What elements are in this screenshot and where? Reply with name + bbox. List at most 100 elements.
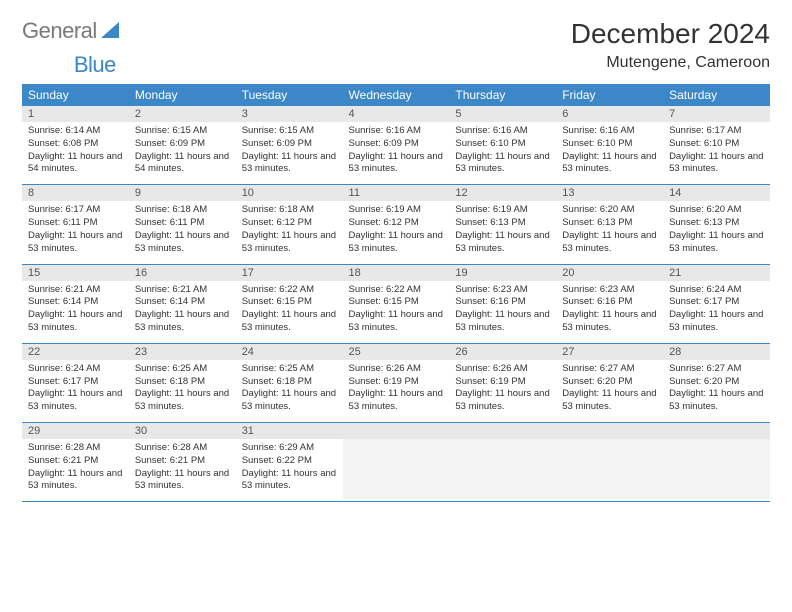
day-number: 13 [556,185,663,201]
day-number: 4 [343,106,450,122]
day-number: 18 [343,265,450,281]
day-body: Sunrise: 6:26 AMSunset: 6:19 PMDaylight:… [343,360,450,422]
day-number: 8 [22,185,129,201]
weekday-header: Thursday [449,84,556,106]
day-number-empty [663,423,770,439]
brand-part2: Blue [74,52,116,77]
calendar-cell: 27Sunrise: 6:27 AMSunset: 6:20 PMDayligh… [556,343,663,422]
calendar-cell: 25Sunrise: 6:26 AMSunset: 6:19 PMDayligh… [343,343,450,422]
weekday-header: Wednesday [343,84,450,106]
calendar-cell: 12Sunrise: 6:19 AMSunset: 6:13 PMDayligh… [449,185,556,264]
day-body: Sunrise: 6:27 AMSunset: 6:20 PMDaylight:… [556,360,663,422]
calendar-cell: 4Sunrise: 6:16 AMSunset: 6:09 PMDaylight… [343,106,450,185]
day-number: 20 [556,265,663,281]
weekday-header: Monday [129,84,236,106]
calendar-cell: 26Sunrise: 6:26 AMSunset: 6:19 PMDayligh… [449,343,556,422]
day-body: Sunrise: 6:24 AMSunset: 6:17 PMDaylight:… [663,281,770,343]
day-body: Sunrise: 6:29 AMSunset: 6:22 PMDaylight:… [236,439,343,501]
day-number: 6 [556,106,663,122]
day-number: 23 [129,344,236,360]
weekday-header: Sunday [22,84,129,106]
day-body: Sunrise: 6:22 AMSunset: 6:15 PMDaylight:… [236,281,343,343]
calendar-header-row: Sunday Monday Tuesday Wednesday Thursday… [22,84,770,106]
day-body: Sunrise: 6:23 AMSunset: 6:16 PMDaylight:… [449,281,556,343]
calendar-cell: 2Sunrise: 6:15 AMSunset: 6:09 PMDaylight… [129,106,236,185]
calendar-cell: 30Sunrise: 6:28 AMSunset: 6:21 PMDayligh… [129,423,236,502]
month-title: December 2024 [571,18,770,50]
day-number: 19 [449,265,556,281]
day-number: 14 [663,185,770,201]
calendar-cell: 23Sunrise: 6:25 AMSunset: 6:18 PMDayligh… [129,343,236,422]
day-number: 24 [236,344,343,360]
calendar-row: 29Sunrise: 6:28 AMSunset: 6:21 PMDayligh… [22,423,770,502]
calendar-cell: 3Sunrise: 6:15 AMSunset: 6:09 PMDaylight… [236,106,343,185]
day-body: Sunrise: 6:15 AMSunset: 6:09 PMDaylight:… [129,122,236,184]
brand-part1: General [22,18,97,44]
weekday-header: Tuesday [236,84,343,106]
calendar-cell-empty [343,423,450,502]
calendar-cell: 28Sunrise: 6:27 AMSunset: 6:20 PMDayligh… [663,343,770,422]
day-body: Sunrise: 6:17 AMSunset: 6:11 PMDaylight:… [22,201,129,263]
calendar-body: 1Sunrise: 6:14 AMSunset: 6:08 PMDaylight… [22,106,770,502]
day-number-empty [556,423,663,439]
day-body: Sunrise: 6:26 AMSunset: 6:19 PMDaylight:… [449,360,556,422]
brand-logo: General [22,18,123,44]
calendar-row: 15Sunrise: 6:21 AMSunset: 6:14 PMDayligh… [22,264,770,343]
calendar-cell-empty [663,423,770,502]
day-body: Sunrise: 6:16 AMSunset: 6:10 PMDaylight:… [556,122,663,184]
day-number: 1 [22,106,129,122]
calendar-row: 1Sunrise: 6:14 AMSunset: 6:08 PMDaylight… [22,106,770,185]
day-number: 22 [22,344,129,360]
day-body: Sunrise: 6:22 AMSunset: 6:15 PMDaylight:… [343,281,450,343]
day-body-empty [449,439,556,499]
calendar-cell: 15Sunrise: 6:21 AMSunset: 6:14 PMDayligh… [22,264,129,343]
calendar-cell: 7Sunrise: 6:17 AMSunset: 6:10 PMDaylight… [663,106,770,185]
sail-icon [101,22,123,40]
day-number: 27 [556,344,663,360]
calendar-cell: 29Sunrise: 6:28 AMSunset: 6:21 PMDayligh… [22,423,129,502]
calendar-cell: 8Sunrise: 6:17 AMSunset: 6:11 PMDaylight… [22,185,129,264]
day-body: Sunrise: 6:20 AMSunset: 6:13 PMDaylight:… [663,201,770,263]
calendar-cell-empty [556,423,663,502]
day-body: Sunrise: 6:23 AMSunset: 6:16 PMDaylight:… [556,281,663,343]
day-body: Sunrise: 6:24 AMSunset: 6:17 PMDaylight:… [22,360,129,422]
day-number: 10 [236,185,343,201]
calendar-cell: 10Sunrise: 6:18 AMSunset: 6:12 PMDayligh… [236,185,343,264]
day-body: Sunrise: 6:14 AMSunset: 6:08 PMDaylight:… [22,122,129,184]
day-body: Sunrise: 6:16 AMSunset: 6:09 PMDaylight:… [343,122,450,184]
day-body: Sunrise: 6:28 AMSunset: 6:21 PMDaylight:… [22,439,129,501]
day-body: Sunrise: 6:21 AMSunset: 6:14 PMDaylight:… [129,281,236,343]
day-body: Sunrise: 6:27 AMSunset: 6:20 PMDaylight:… [663,360,770,422]
day-number: 28 [663,344,770,360]
day-body: Sunrise: 6:21 AMSunset: 6:14 PMDaylight:… [22,281,129,343]
day-number: 11 [343,185,450,201]
calendar-cell: 18Sunrise: 6:22 AMSunset: 6:15 PMDayligh… [343,264,450,343]
calendar-row: 22Sunrise: 6:24 AMSunset: 6:17 PMDayligh… [22,343,770,422]
day-number-empty [449,423,556,439]
day-body: Sunrise: 6:16 AMSunset: 6:10 PMDaylight:… [449,122,556,184]
calendar-cell: 19Sunrise: 6:23 AMSunset: 6:16 PMDayligh… [449,264,556,343]
calendar-cell: 9Sunrise: 6:18 AMSunset: 6:11 PMDaylight… [129,185,236,264]
calendar-cell: 11Sunrise: 6:19 AMSunset: 6:12 PMDayligh… [343,185,450,264]
weekday-header: Saturday [663,84,770,106]
calendar-cell: 13Sunrise: 6:20 AMSunset: 6:13 PMDayligh… [556,185,663,264]
calendar-cell: 24Sunrise: 6:25 AMSunset: 6:18 PMDayligh… [236,343,343,422]
calendar-cell: 20Sunrise: 6:23 AMSunset: 6:16 PMDayligh… [556,264,663,343]
day-body-empty [343,439,450,499]
day-body: Sunrise: 6:18 AMSunset: 6:11 PMDaylight:… [129,201,236,263]
day-number: 30 [129,423,236,439]
calendar-cell: 6Sunrise: 6:16 AMSunset: 6:10 PMDaylight… [556,106,663,185]
day-body: Sunrise: 6:25 AMSunset: 6:18 PMDaylight:… [129,360,236,422]
day-body: Sunrise: 6:28 AMSunset: 6:21 PMDaylight:… [129,439,236,501]
day-number: 31 [236,423,343,439]
weekday-header: Friday [556,84,663,106]
day-number: 25 [343,344,450,360]
day-body: Sunrise: 6:18 AMSunset: 6:12 PMDaylight:… [236,201,343,263]
day-body: Sunrise: 6:20 AMSunset: 6:13 PMDaylight:… [556,201,663,263]
calendar-cell: 22Sunrise: 6:24 AMSunset: 6:17 PMDayligh… [22,343,129,422]
calendar-cell-empty [449,423,556,502]
day-number: 9 [129,185,236,201]
brand-part2-wrap: GeneBlue [22,52,770,78]
calendar-cell: 5Sunrise: 6:16 AMSunset: 6:10 PMDaylight… [449,106,556,185]
day-number: 26 [449,344,556,360]
